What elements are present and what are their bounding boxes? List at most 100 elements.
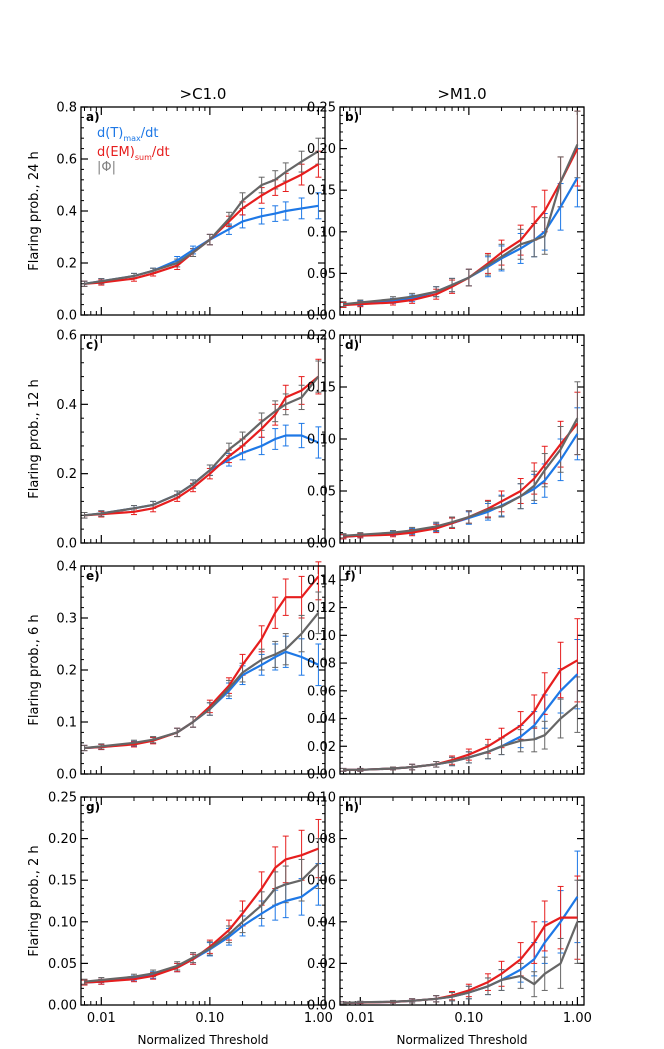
legend-tail: /dt xyxy=(141,126,159,141)
panel-label: c) xyxy=(86,338,99,352)
plot-frame xyxy=(339,106,585,316)
legend-tail: /dt xyxy=(152,145,170,160)
y-tick-label: 0.25 xyxy=(48,791,77,806)
x-axis-label: Normalized Threshold xyxy=(137,1033,268,1047)
y-tick-label: 0.02 xyxy=(307,740,336,755)
plot-frame xyxy=(339,796,585,1006)
y-tick-label: 0.15 xyxy=(48,874,77,889)
y-tick-label: 0.05 xyxy=(48,957,77,972)
column-titles: >C1.0 >M1.0 xyxy=(180,85,487,103)
y-tick-label: 0.04 xyxy=(307,712,336,727)
series-line-d(EM)sum/dt xyxy=(84,847,319,984)
panel-e: 0.0 0.1 0.2 0.3 0.4 e) Flaring prob., 6 h xyxy=(27,560,326,783)
y-tick-label: 0.25 xyxy=(307,101,336,116)
panel-label: e) xyxy=(86,569,100,583)
y-tick-label: 0.6 xyxy=(56,329,77,344)
legend: d(T)max/dtd(EM)sum/dt|Φ| xyxy=(97,126,170,175)
y-tick-label: 0.0 xyxy=(56,537,77,552)
panel-g: 0.01 0.10 1.000.000.050.100.150.200.25g)Fl… xyxy=(27,791,333,1027)
legend-main: d(T) xyxy=(97,126,123,141)
series-line-d(EM)sum/dt xyxy=(84,375,320,517)
series-line-|Φ| xyxy=(343,143,579,306)
series-line-|Φ| xyxy=(343,417,579,537)
series-line-|Φ| xyxy=(84,862,320,983)
series-line-|Φ| xyxy=(343,703,579,771)
y-axis-label: Flaring prob., 24 h xyxy=(27,151,42,270)
y-tick-label: 0.14 xyxy=(307,573,336,588)
panel-label: b) xyxy=(345,110,359,124)
panels: 0.00.20.40.60.8a)Flaring prob., 24 h0.00… xyxy=(27,101,592,1027)
x-axis-labels: Normalized Threshold Normalized Threshold xyxy=(137,1033,527,1047)
legend-sub: max xyxy=(123,134,141,143)
y-tick-label: 0.10 xyxy=(307,629,336,644)
x-tick-label: 0.01 xyxy=(87,1011,116,1026)
y-axis-label: Flaring prob., 6 h xyxy=(27,614,42,725)
series-line-|Φ| xyxy=(343,921,579,1004)
panel-a: 0.0 0.2 0.4 0.6 0.8 a) Flaring prob., 24 h xyxy=(27,101,326,324)
y-tick-label: 0.6 xyxy=(56,153,77,168)
y-tick-label: 0.00 xyxy=(307,537,336,552)
series-line-d(EM)sum/dt xyxy=(84,575,320,750)
legend-sub: sum xyxy=(135,153,152,162)
x-tick-label: 0.10 xyxy=(454,1011,483,1026)
y-tick-label: 0.08 xyxy=(307,832,336,847)
plot-frame xyxy=(80,796,326,1006)
panel-label: g) xyxy=(86,800,100,814)
legend-entry: d(T)max/dt xyxy=(97,126,159,143)
y-tick-label: 0.2 xyxy=(56,257,77,272)
series-line-|Φ| xyxy=(84,375,320,517)
y-tick-label: 0.15 xyxy=(307,381,336,396)
column-title: >M1.0 xyxy=(437,85,486,103)
y-tick-label: 0.1 xyxy=(56,716,77,731)
x-tick-label: 0.01 xyxy=(346,1011,375,1026)
panel-c: 0.0 0.2 0.4 0.6 c) Flaring prob., 12 h xyxy=(27,329,326,552)
y-tick-label: 0.05 xyxy=(307,485,336,500)
y-tick-label: 0.10 xyxy=(48,915,77,930)
x-axis-label: Normalized Threshold xyxy=(396,1033,527,1047)
y-tick-label: 0.00 xyxy=(48,999,77,1014)
y-tick-label: 0.0 xyxy=(56,768,77,783)
panel-h: 0.01 0.10 1.000.000.020.040.060.080.10h) xyxy=(307,791,592,1027)
column-title: >C1.0 xyxy=(180,85,227,103)
y-axis-label: Flaring prob., 2 h xyxy=(27,845,42,956)
panel-label: h) xyxy=(345,800,359,814)
panel-label: f) xyxy=(345,569,356,583)
x-tick-label: 1.00 xyxy=(304,1011,333,1026)
y-tick-label: 0.20 xyxy=(307,142,336,157)
panel-label: d) xyxy=(345,338,359,352)
plot-frame xyxy=(339,565,585,775)
panel-f: 0.00 0.02 0.04 0.06 0.08 0.10 0.12 0.14 f) xyxy=(307,565,585,783)
y-tick-label: 0.00 xyxy=(307,768,336,783)
plot-frame xyxy=(80,106,326,316)
y-tick-label: 0.06 xyxy=(307,684,336,699)
plot-frame xyxy=(339,334,585,544)
y-tick-label: 0.4 xyxy=(56,398,77,413)
y-tick-label: 0.10 xyxy=(307,791,336,806)
y-tick-label: 0.8 xyxy=(56,101,77,116)
y-tick-label: 0.04 xyxy=(307,915,336,930)
y-tick-label: 0.00 xyxy=(307,999,336,1014)
y-tick-label: 0.08 xyxy=(307,657,336,672)
panel-d: 0.00 0.05 0.10 0.15 0.20 d) xyxy=(307,329,585,552)
legend-main: |Φ| xyxy=(97,160,116,175)
plot-frame xyxy=(80,565,326,775)
y-tick-label: 0.12 xyxy=(307,601,336,616)
panel-b: 0.00 0.05 0.10 0.15 0.20 0.25 b) xyxy=(307,101,585,324)
y-tick-label: 0.3 xyxy=(56,612,77,627)
y-tick-label: 0.10 xyxy=(307,433,336,448)
y-tick-label: 0.05 xyxy=(307,267,336,282)
y-tick-label: 0.0 xyxy=(56,309,77,324)
y-tick-label: 0.2 xyxy=(56,664,77,679)
series-line-|Φ| xyxy=(84,612,320,750)
y-tick-label: 0.06 xyxy=(307,874,336,889)
y-tick-label: 0.15 xyxy=(307,184,336,199)
plot-frame xyxy=(80,334,326,544)
y-tick-label: 0.20 xyxy=(307,329,336,344)
legend-entry: |Φ| xyxy=(97,160,116,175)
series-line-|Φ| xyxy=(84,150,319,285)
x-tick-label: 0.10 xyxy=(195,1011,224,1026)
y-tick-label: 0.20 xyxy=(48,832,77,847)
y-tick-label: 0.4 xyxy=(56,205,77,220)
y-tick-label: 0.10 xyxy=(307,225,336,240)
